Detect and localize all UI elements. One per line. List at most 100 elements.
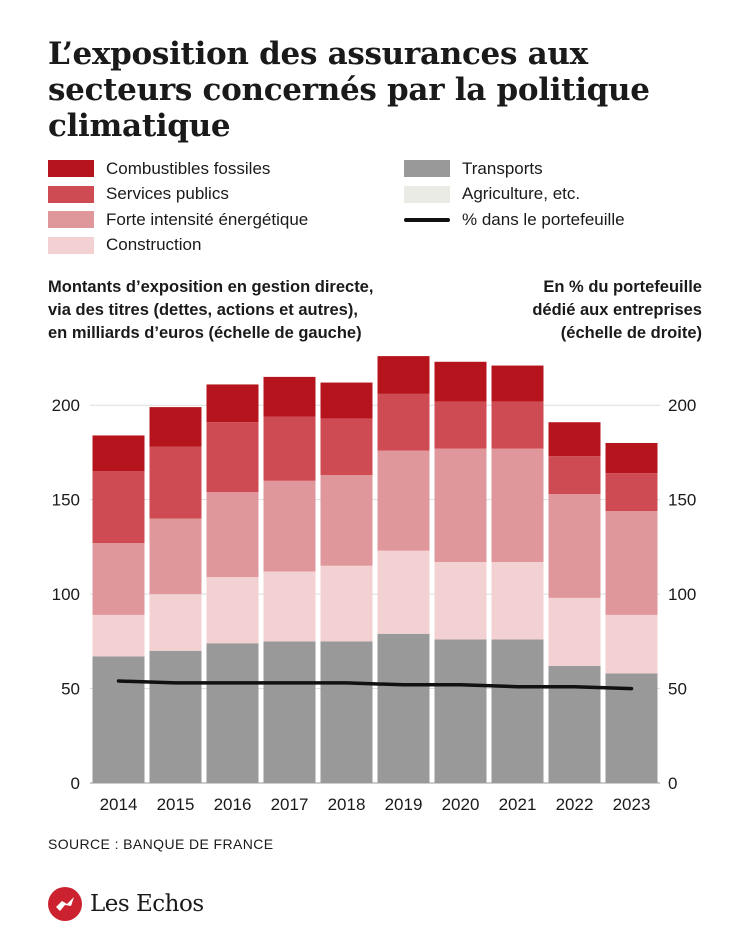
legend-item-energy-intensive: Forte intensité énergétique [48, 207, 308, 233]
bar-services-publics [320, 418, 373, 476]
bar-combustibles-fossiles [377, 356, 430, 394]
bar-construction [377, 550, 430, 634]
legend-label-construction: Construction [106, 235, 202, 255]
bar-forte-intensite-energetique [377, 450, 430, 551]
brand-name: Les Echos [90, 891, 204, 917]
right-axis-note-line: dédié aux entreprises [532, 301, 702, 319]
legend-label-energy-intensive: Forte intensité énergétique [106, 209, 309, 229]
x-tick-label: 2019 [385, 795, 423, 814]
bar-forte-intensite-energetique [434, 448, 487, 562]
right-axis-note: En % du portefeuille dédié aux entrepris… [532, 276, 702, 345]
bar-forte-intensite-energetique [92, 543, 145, 615]
bar-services-publics [605, 473, 658, 511]
legend-item-transport: Transports [404, 156, 625, 182]
legend-label-portfolio-share: % dans le portefeuille [462, 209, 625, 229]
bar-transports [434, 639, 487, 783]
legend-item-fossil: Combustibles fossiles [48, 156, 308, 182]
bar-transports [605, 673, 658, 783]
x-tick-label: 2017 [271, 795, 309, 814]
bar-construction [149, 594, 202, 651]
legend-swatch-energy-intensive [48, 211, 94, 229]
left-axis-note-line: Montants d’exposition en gestion directe… [48, 278, 374, 296]
legend-swatch-portfolio-share [404, 217, 450, 222]
bar-combustibles-fossiles [320, 382, 373, 419]
x-tick-label: 2018 [328, 795, 366, 814]
bar-services-publics [491, 401, 544, 449]
y-tick-label-right: 200 [668, 396, 696, 415]
bar-construction [491, 562, 544, 640]
bar-construction [434, 562, 487, 640]
x-tick-label: 2015 [157, 795, 195, 814]
bar-combustibles-fossiles [149, 407, 202, 447]
legend-swatch-transport [404, 160, 450, 178]
bar-construction [605, 614, 658, 674]
y-tick-label-left: 0 [71, 774, 80, 793]
y-tick-label-left: 200 [52, 396, 80, 415]
bar-transports [149, 650, 202, 783]
x-tick-label: 2016 [214, 795, 252, 814]
legend-right: Transports Agriculture, etc. % dans le p… [404, 156, 625, 233]
legend-label-utilities: Services publics [106, 184, 229, 204]
stacked-bar-chart: 0 0 50 50 100 100 150 150 200 200 2014 2015 2016 2017… [52, 356, 696, 814]
bar-construction [548, 597, 601, 666]
source-note: SOURCE : BANQUE DE FRANCE [48, 836, 274, 852]
legend-item-construction: Construction [48, 233, 308, 259]
bar-combustibles-fossiles [605, 443, 658, 474]
bar-combustibles-fossiles [92, 435, 145, 472]
y-tick-label-right: 0 [668, 774, 677, 793]
legend-swatch-utilities [48, 185, 94, 203]
bar-construction [320, 565, 373, 642]
brand: Les Echos [48, 887, 204, 921]
bar-forte-intensite-energetique [149, 518, 202, 595]
y-tick-label-left: 150 [52, 491, 80, 510]
legend-item-portfolio-share: % dans le portefeuille [404, 207, 625, 233]
bar-transports [548, 665, 601, 783]
bar-forte-intensite-energetique [263, 480, 316, 572]
bar-transports [206, 643, 259, 783]
x-tick-label: 2020 [442, 795, 480, 814]
bar-services-publics [149, 446, 202, 519]
right-axis-note-line: (échelle de droite) [560, 324, 702, 342]
right-axis-note-line: En % du portefeuille [543, 278, 702, 296]
left-axis-note: Montants d’exposition en gestion directe… [48, 276, 373, 345]
bar-forte-intensite-energetique [320, 475, 373, 566]
y-tick-label-right: 150 [668, 491, 696, 510]
bar-services-publics [548, 456, 601, 494]
y-tick-label-left: 50 [61, 680, 80, 699]
bar-construction [263, 571, 316, 642]
chart-title: L’exposition des assurances aux secteurs… [48, 36, 650, 144]
legend-label-fossil: Combustibles fossiles [106, 158, 271, 178]
bar-forte-intensite-energetique [605, 511, 658, 615]
legend-label-transport: Transports [462, 158, 543, 178]
x-tick-label: 2023 [613, 795, 651, 814]
legend-swatch-agriculture [404, 185, 450, 203]
bar-services-publics [92, 471, 145, 544]
bar-services-publics [263, 416, 316, 481]
left-axis-note-line: en milliards d’euros (échelle de gauche) [48, 324, 362, 342]
bar-combustibles-fossiles [491, 365, 544, 402]
x-tick-label: 2021 [499, 795, 537, 814]
left-axis-note-line: via des titres (dettes, actions et autre… [48, 301, 358, 319]
bar-transports [377, 633, 430, 783]
bar-services-publics [377, 393, 430, 451]
bar-transports [263, 641, 316, 783]
bar-combustibles-fossiles [434, 361, 487, 402]
legend-swatch-fossil [48, 160, 94, 178]
bar-services-publics [434, 401, 487, 449]
bar-combustibles-fossiles [206, 384, 259, 423]
portfolio-share-line [116, 679, 634, 691]
y-tick-label-right: 50 [668, 680, 687, 699]
legend-swatch-construction [48, 236, 94, 254]
bar-transports [320, 641, 373, 783]
legend-item-utilities: Services publics [48, 182, 308, 208]
legend-label-agriculture: Agriculture, etc. [462, 184, 581, 204]
bar-forte-intensite-energetique [548, 494, 601, 598]
bar-construction [206, 577, 259, 644]
bar-forte-intensite-energetique [491, 448, 544, 562]
bar-combustibles-fossiles [548, 422, 601, 457]
legend-item-agriculture: Agriculture, etc. [404, 182, 625, 208]
bar-services-publics [206, 422, 259, 493]
les-echos-logo-icon [48, 887, 82, 921]
bar-forte-intensite-energetique [206, 492, 259, 578]
bar-transports [92, 656, 145, 783]
